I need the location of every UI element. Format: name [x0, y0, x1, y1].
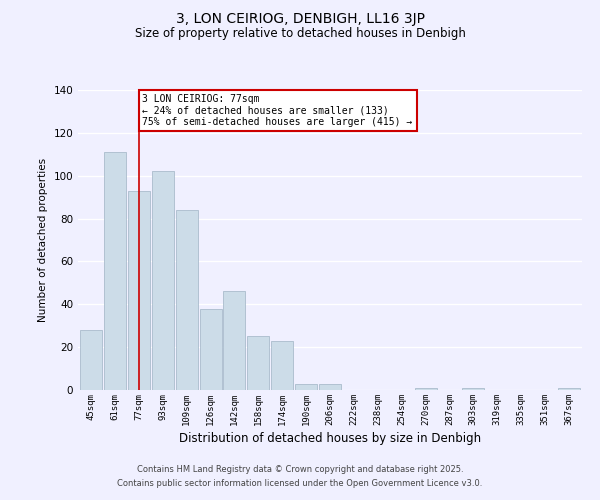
- Bar: [558, 388, 580, 390]
- Bar: [271, 340, 293, 390]
- Bar: [152, 172, 174, 390]
- Y-axis label: Number of detached properties: Number of detached properties: [38, 158, 48, 322]
- Text: 3, LON CEIRIOG, DENBIGH, LL16 3JP: 3, LON CEIRIOG, DENBIGH, LL16 3JP: [176, 12, 425, 26]
- Bar: [104, 152, 126, 390]
- Bar: [223, 292, 245, 390]
- Bar: [415, 388, 437, 390]
- Bar: [247, 336, 269, 390]
- Bar: [176, 210, 197, 390]
- Bar: [463, 388, 484, 390]
- Text: 3 LON CEIRIOG: 77sqm
← 24% of detached houses are smaller (133)
75% of semi-deta: 3 LON CEIRIOG: 77sqm ← 24% of detached h…: [142, 94, 413, 128]
- Bar: [200, 308, 221, 390]
- Bar: [295, 384, 317, 390]
- Text: Contains HM Land Registry data © Crown copyright and database right 2025.
Contai: Contains HM Land Registry data © Crown c…: [118, 466, 482, 487]
- Bar: [128, 190, 150, 390]
- X-axis label: Distribution of detached houses by size in Denbigh: Distribution of detached houses by size …: [179, 432, 481, 445]
- Bar: [80, 330, 102, 390]
- Text: Size of property relative to detached houses in Denbigh: Size of property relative to detached ho…: [134, 28, 466, 40]
- Bar: [319, 384, 341, 390]
